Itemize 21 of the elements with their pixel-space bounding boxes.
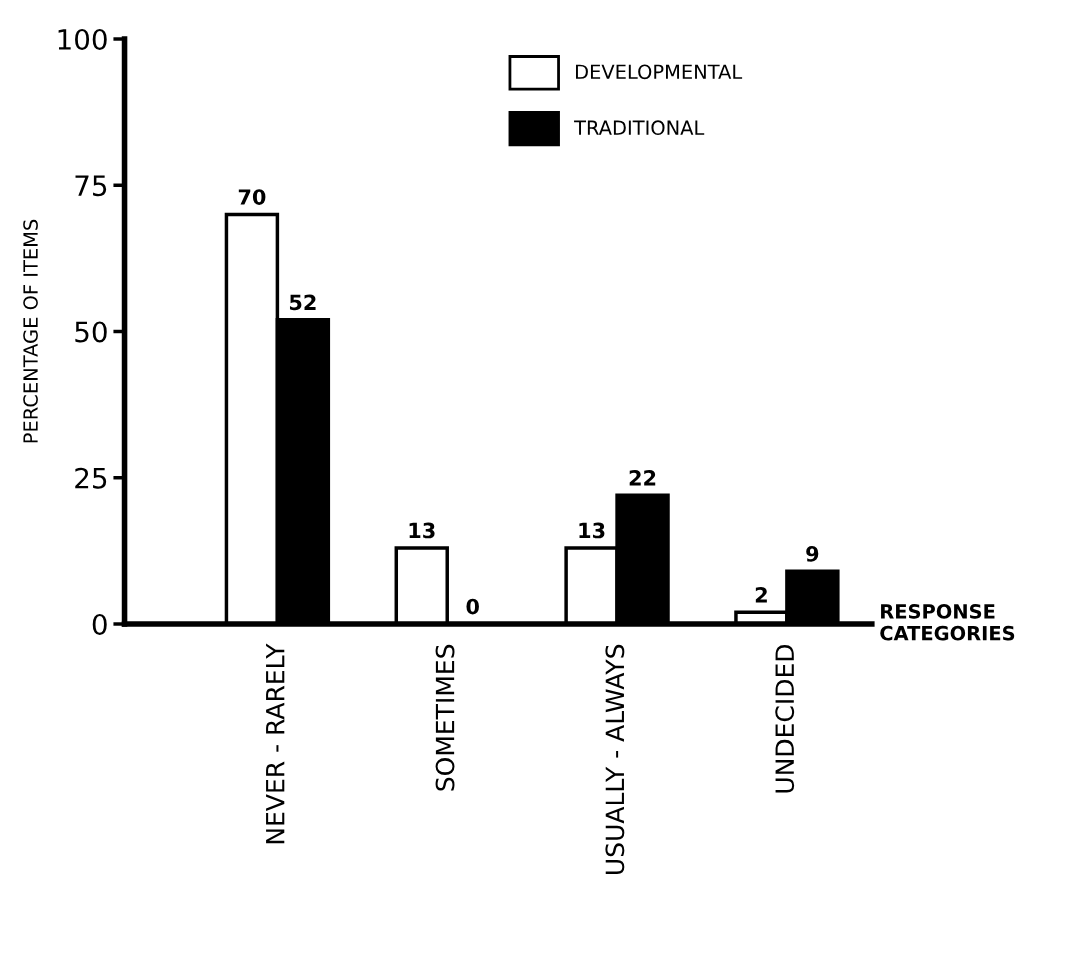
y-tick-label: 100	[58, 28, 107, 50]
data-label: 2	[755, 586, 767, 603]
y-tick-label: 75	[75, 175, 107, 197]
legend-label: DEVELOPMENTAL	[576, 64, 743, 80]
data-label: 0	[466, 598, 479, 615]
y-tick-label: 50	[75, 321, 107, 343]
data-label: 22	[629, 469, 656, 486]
y-axis-title: PERCENTAGE OF ITEMS	[23, 219, 38, 443]
data-label: 13	[579, 522, 605, 539]
x-tick-label: NEVER - RARELY	[266, 643, 285, 844]
y-tick-label: 25	[75, 467, 107, 489]
data-label: 52	[289, 294, 316, 311]
x-tick-label: USUALLY - ALWAYS	[605, 644, 625, 874]
legend-label: TRADITIONAL	[574, 120, 705, 136]
x-axis-title: RESPONSE CATEGORIES	[880, 604, 1015, 641]
y-tick-label: 0	[92, 613, 107, 635]
data-label: 9	[806, 546, 819, 562]
x-tick-label: SOMETIMES	[435, 644, 455, 791]
data-label: 70	[238, 189, 266, 205]
data-label: 13	[409, 522, 435, 539]
x-tick-label: UNDECIDED	[775, 644, 795, 793]
